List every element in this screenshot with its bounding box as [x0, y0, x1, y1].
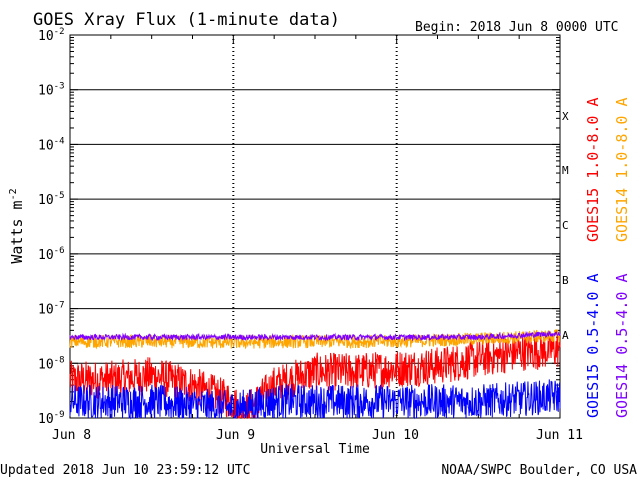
y-axis-label: Watts m-2: [8, 188, 26, 263]
x-tick-label: Jun 9: [216, 428, 255, 443]
series-line: [69, 330, 561, 342]
legend-goes15-short: GOES15 0.5-4.0 A: [584, 274, 602, 419]
series-layer: [69, 329, 561, 420]
flare-class-label: A: [562, 329, 569, 342]
flare-class-label: M: [562, 164, 569, 177]
legend-goes15-long: GOES15 1.0-8.0 A: [584, 98, 602, 243]
y-tick-label: 10-8: [38, 355, 65, 372]
series-line: [69, 379, 561, 420]
flare-class-labels: X M C B A: [562, 110, 569, 342]
y-tick-label: 10-9: [38, 410, 65, 427]
legend: GOES15 1.0-8.0 A GOES14 1.0-8.0 A GOES15…: [584, 98, 631, 419]
x-tick-labels: Jun 8 Jun 9 Jun 10 Jun 11: [52, 428, 583, 443]
updated-timestamp: Updated 2018 Jun 10 23:59:12 UTC: [0, 463, 250, 478]
y-tick-label: 10-5: [38, 191, 65, 208]
legend-goes14-long: GOES14 1.0-8.0 A: [613, 98, 631, 243]
y-tick-label: 10-7: [38, 301, 65, 318]
y-tick-label: 10-4: [38, 136, 65, 153]
chart-title: GOES Xray Flux (1-minute data): [33, 10, 340, 30]
credit-text: NOAA/SWPC Boulder, CO USA: [441, 463, 637, 478]
series-line: [69, 331, 561, 419]
x-tick-label: Jun 8: [52, 428, 91, 443]
legend-goes14-short: GOES14 0.5-4.0 A: [613, 274, 631, 419]
x-axis-label: Universal Time: [260, 442, 370, 457]
flare-class-label: B: [562, 274, 569, 287]
begin-time: Begin: 2018 Jun 8 0000 UTC: [415, 20, 619, 35]
flare-class-label: C: [562, 219, 569, 232]
y-tick-labels: 10-2 10-3 10-4 10-5 10-6 10-7 10-8 10-9: [38, 27, 65, 427]
flare-class-label: X: [562, 110, 569, 123]
y-tick-label: 10-3: [38, 82, 65, 99]
x-tick-label: Jun 11: [536, 428, 583, 443]
x-tick-label: Jun 10: [372, 428, 419, 443]
y-tick-label: 10-2: [38, 27, 65, 44]
y-tick-label: 10-6: [38, 246, 65, 263]
